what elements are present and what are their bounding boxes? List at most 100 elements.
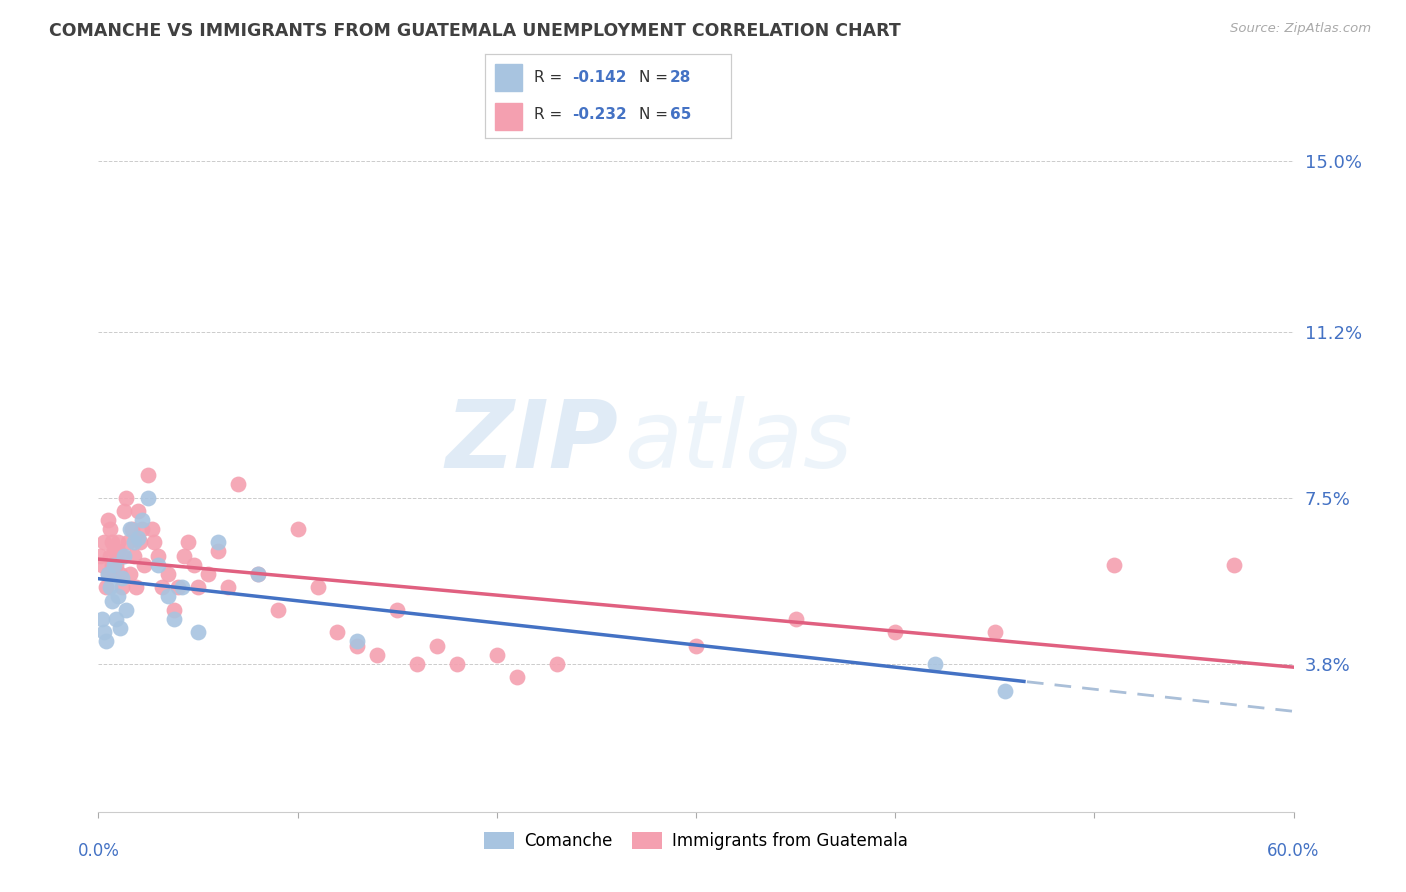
Point [93,625,115,640]
Text: -0.232: -0.232 [572,107,627,122]
Point [111,580,134,594]
Point [110,566,132,581]
Point [187,580,209,594]
Point [187,625,209,640]
Point [246,566,269,581]
Point [994,683,1017,698]
Point [426,639,449,653]
Point [97,513,120,527]
Point [134,558,156,572]
Point [246,566,269,581]
Point [117,535,139,549]
Point [131,522,153,536]
Text: 65: 65 [669,107,690,122]
Point [103,544,125,558]
Point [217,580,239,594]
Point [124,535,146,549]
Point [143,535,166,549]
Point [485,648,508,662]
Point [127,531,149,545]
Point [112,549,135,563]
Point [307,580,329,594]
Point [884,625,907,640]
Point [120,522,142,536]
Text: 0.0%: 0.0% [77,842,120,860]
Point [385,603,409,617]
Point [163,612,186,626]
Point [111,549,134,563]
Point [97,566,120,581]
FancyBboxPatch shape [495,103,522,130]
Point [125,580,148,594]
Text: N =: N = [638,107,672,122]
Text: atlas: atlas [624,396,852,487]
Point [183,558,205,572]
Point [546,657,568,671]
Text: -0.142: -0.142 [572,70,627,85]
Point [197,566,219,581]
Point [131,513,153,527]
Point [136,491,159,505]
Point [105,612,128,626]
Point [112,504,135,518]
Point [326,625,349,640]
Point [207,544,229,558]
Point [685,639,707,653]
Point [120,566,142,581]
Point [105,558,128,572]
Text: COMANCHE VS IMMIGRANTS FROM GUATEMALA UNEMPLOYMENT CORRELATION CHART: COMANCHE VS IMMIGRANTS FROM GUATEMALA UN… [49,22,901,40]
Point [406,657,429,671]
Point [177,535,200,549]
Point [103,566,125,581]
Point [98,549,122,563]
Point [96,580,118,594]
Point [157,566,180,581]
Point [96,634,118,648]
Point [98,580,122,594]
Text: 60.0%: 60.0% [1267,842,1320,860]
Point [287,522,309,536]
Point [91,558,114,572]
Point [115,491,138,505]
Text: R =: R = [534,107,568,122]
Point [267,603,290,617]
Point [1104,558,1126,572]
Point [1223,558,1246,572]
Point [506,670,529,684]
Text: 28: 28 [669,70,690,85]
Point [107,590,129,604]
Point [172,580,194,594]
FancyBboxPatch shape [495,63,522,91]
Text: Source: ZipAtlas.com: Source: ZipAtlas.com [1230,22,1371,36]
Point [226,477,249,491]
Point [167,580,190,594]
Point [141,522,163,536]
Point [163,603,186,617]
Point [101,535,124,549]
Point [136,468,159,483]
Legend: Comanche, Immigrants from Guatemala: Comanche, Immigrants from Guatemala [477,825,915,856]
Point [148,558,170,572]
Text: ZIP: ZIP [446,395,619,488]
Point [924,657,946,671]
Point [785,612,807,626]
Point [129,535,152,549]
Point [91,612,114,626]
Point [346,634,368,648]
Point [984,625,1007,640]
Text: R =: R = [534,70,568,85]
Point [89,549,111,563]
Point [110,621,132,635]
Point [157,590,180,604]
Point [98,522,122,536]
Point [101,558,124,572]
Point [150,580,173,594]
Point [446,657,468,671]
Point [111,571,134,585]
Point [127,504,149,518]
Point [366,648,388,662]
Point [103,558,125,572]
Point [101,594,124,608]
Point [121,522,143,536]
Point [173,549,195,563]
